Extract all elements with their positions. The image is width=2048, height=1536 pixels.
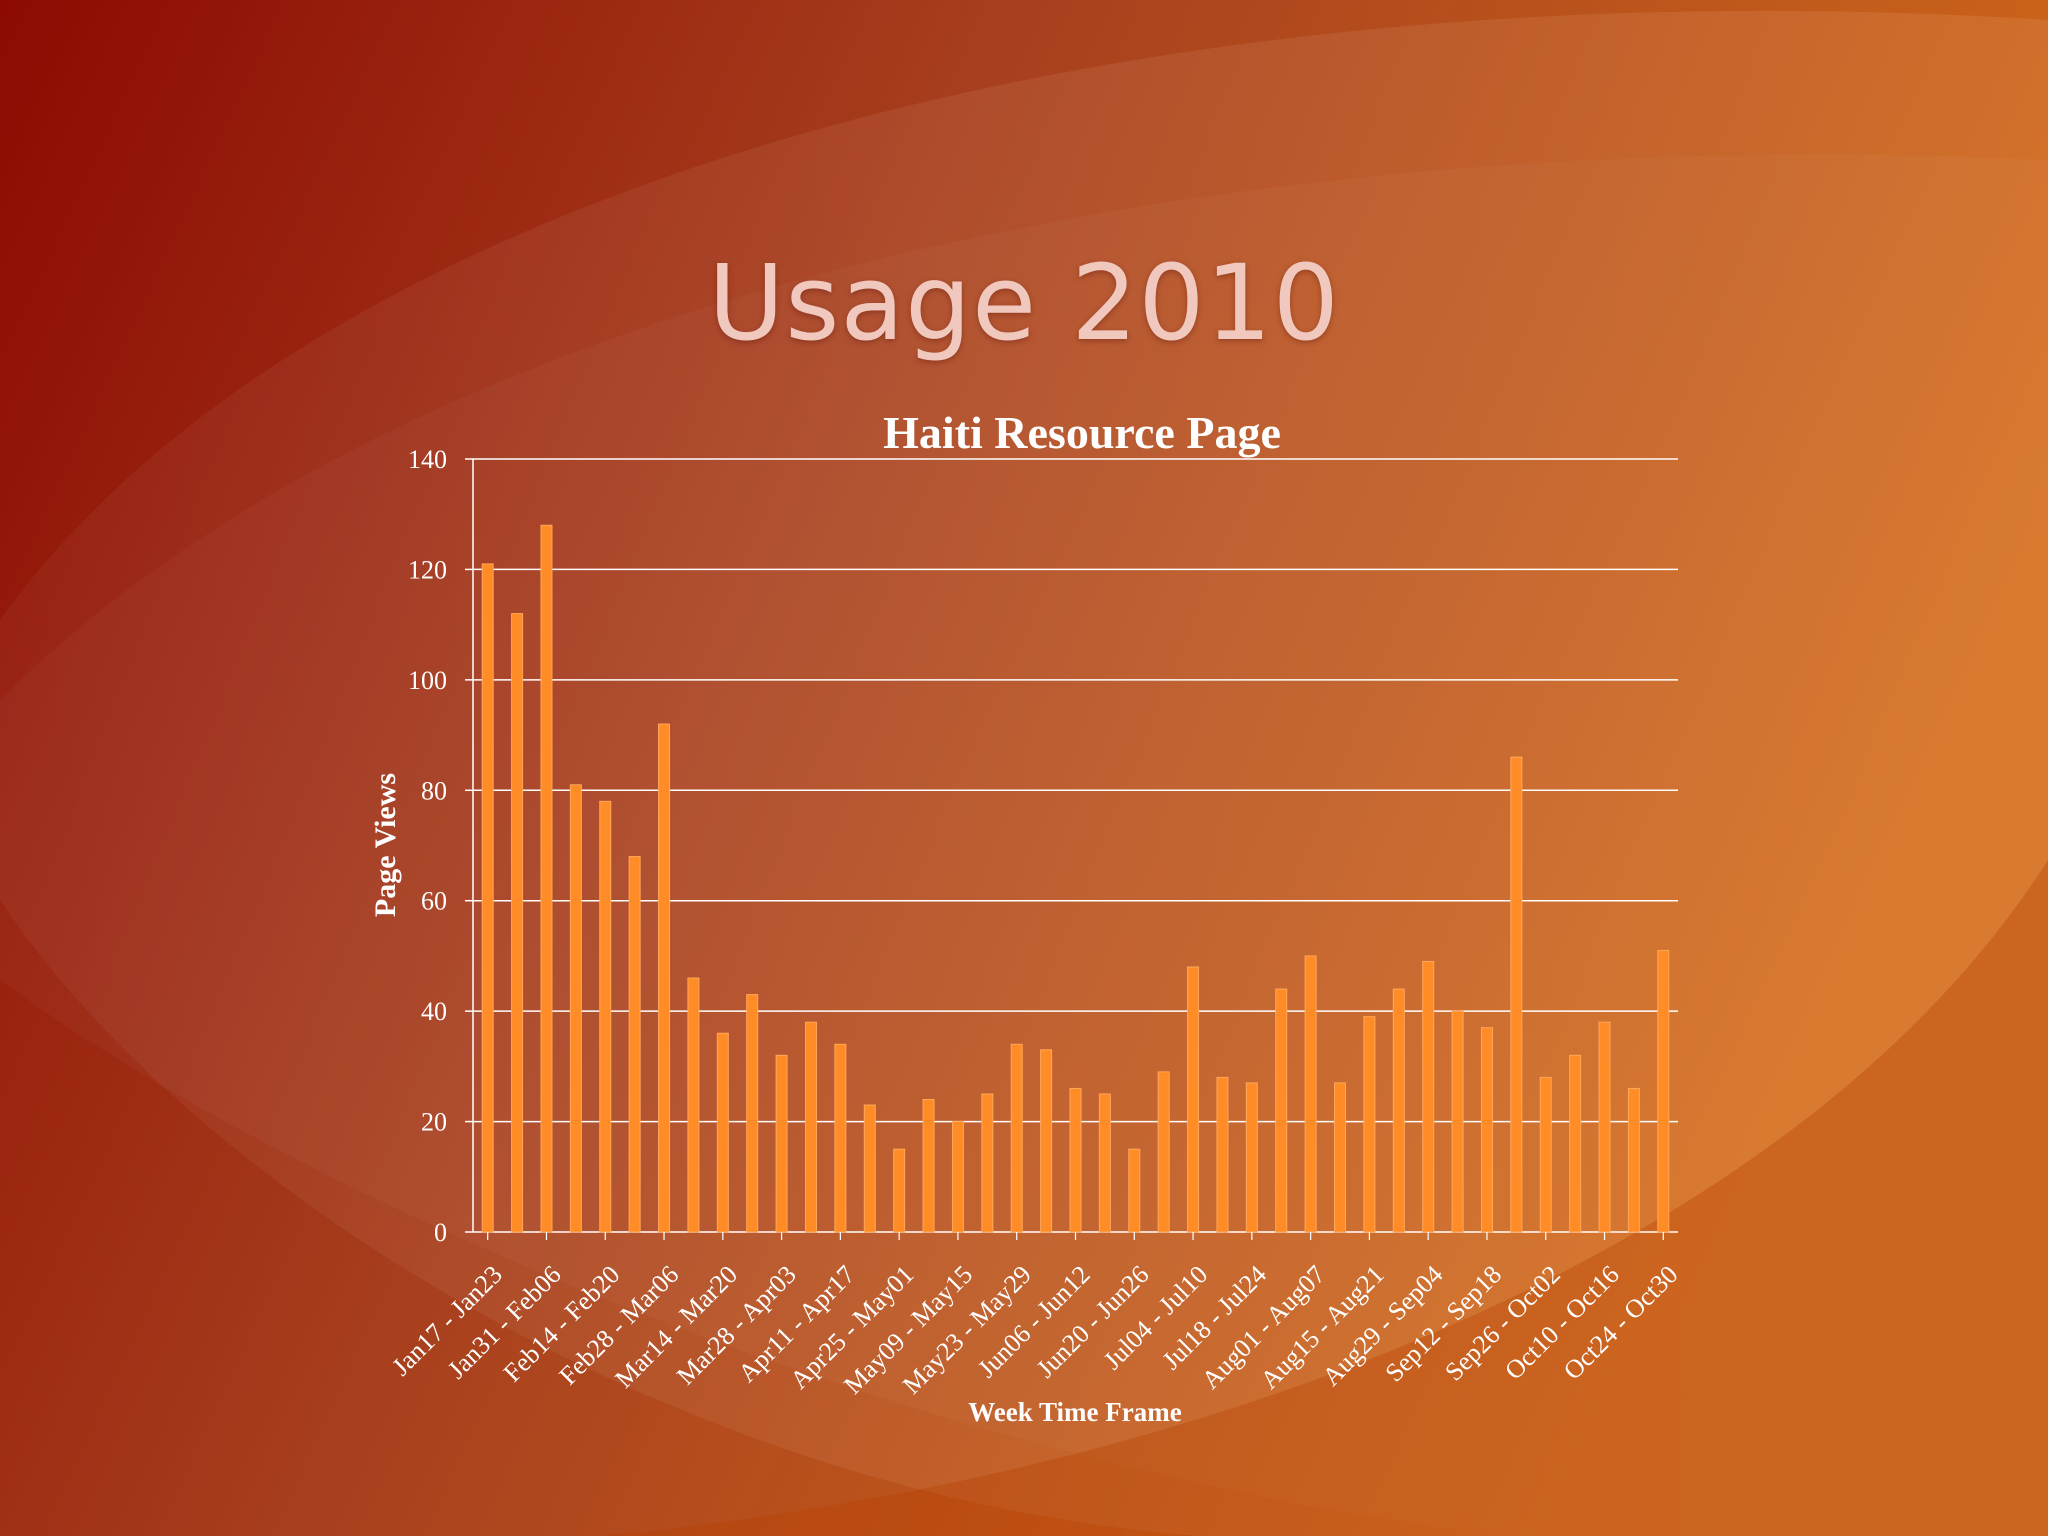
bar: [1657, 949, 1670, 1233]
bar: [1010, 1043, 1023, 1233]
bar: [628, 856, 641, 1233]
y-tick-label: 60: [421, 887, 447, 916]
bar: [922, 1098, 935, 1233]
x-axis-label: Week Time Frame: [968, 1397, 1181, 1427]
y-tick-label: 0: [434, 1218, 447, 1247]
bar: [1187, 966, 1200, 1233]
bar: [1480, 1027, 1493, 1233]
y-tick-label: 120: [408, 555, 447, 584]
bar: [746, 994, 759, 1233]
bar: [834, 1043, 847, 1233]
bar: [1040, 1049, 1053, 1233]
bar: [1539, 1076, 1552, 1233]
y-tick-label: 80: [421, 776, 447, 805]
bar: [1304, 955, 1317, 1233]
bar: [569, 784, 582, 1233]
bar: [1627, 1087, 1640, 1233]
y-axis-ticks: 0 20 40 60 80 100 120 140: [408, 445, 447, 1247]
slide-title: Usage 2010: [708, 242, 1340, 364]
bar: [658, 723, 671, 1233]
bars: [481, 524, 1670, 1233]
bar: [1598, 1021, 1611, 1233]
bar: [599, 800, 612, 1233]
bar: [1569, 1054, 1582, 1233]
bar: [804, 1021, 817, 1233]
bar: [1128, 1148, 1141, 1233]
y-tick-label: 100: [408, 666, 447, 695]
bar: [687, 977, 700, 1233]
bar: [1334, 1082, 1347, 1233]
y-tick-label: 140: [408, 445, 447, 474]
bar: [1363, 1016, 1376, 1233]
bar: [1392, 988, 1405, 1233]
bar: [1245, 1082, 1258, 1233]
bar: [1275, 988, 1288, 1233]
y-tick-label: 40: [421, 997, 447, 1026]
bar: [540, 524, 553, 1233]
bar: [1069, 1087, 1082, 1233]
bar: [893, 1148, 906, 1233]
bar: [981, 1093, 994, 1233]
bar: [1422, 960, 1435, 1233]
bar: [1451, 1010, 1464, 1233]
bar: [511, 613, 524, 1233]
bar: [1510, 756, 1523, 1233]
bar: [863, 1104, 876, 1233]
y-axis-label: Page Views: [369, 773, 402, 917]
bar: [1216, 1076, 1229, 1233]
bar: [716, 1032, 729, 1233]
bar: [951, 1121, 964, 1233]
bar: [1157, 1071, 1170, 1233]
y-tick-label: 20: [421, 1108, 447, 1137]
chart-title: Haiti Resource Page: [883, 407, 1281, 458]
bar: [481, 563, 494, 1233]
bar: [775, 1054, 788, 1233]
bar: [1098, 1093, 1111, 1233]
